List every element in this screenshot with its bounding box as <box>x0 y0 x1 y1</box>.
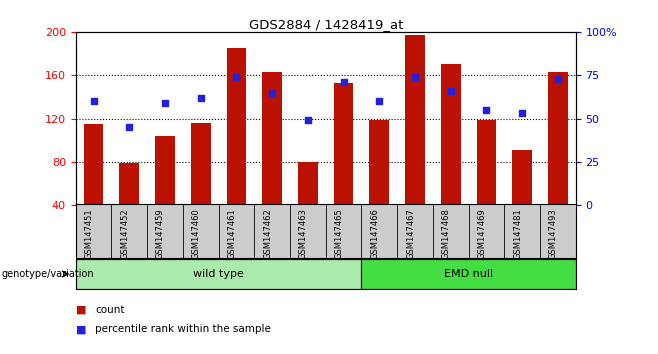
Text: percentile rank within the sample: percentile rank within the sample <box>95 324 271 334</box>
Bar <box>84 124 103 205</box>
Point <box>410 74 420 80</box>
Bar <box>476 120 496 205</box>
Text: EMD null: EMD null <box>444 269 493 279</box>
Text: GSM147451: GSM147451 <box>84 208 93 258</box>
Bar <box>513 150 532 205</box>
Bar <box>548 72 568 205</box>
Bar <box>298 162 318 205</box>
Point <box>481 107 492 113</box>
Text: GSM147466: GSM147466 <box>370 208 379 259</box>
Bar <box>441 64 461 205</box>
Text: GSM147469: GSM147469 <box>478 208 486 259</box>
Point <box>374 98 384 104</box>
Text: GSM147460: GSM147460 <box>191 208 201 259</box>
Point <box>303 118 313 123</box>
Bar <box>155 136 175 205</box>
Point <box>160 100 170 106</box>
Bar <box>361 259 576 289</box>
Title: GDS2884 / 1428419_at: GDS2884 / 1428419_at <box>249 18 403 31</box>
Text: genotype/variation: genotype/variation <box>1 269 94 279</box>
Point <box>231 74 241 80</box>
Text: ■: ■ <box>76 324 89 334</box>
Point <box>267 90 278 95</box>
Text: GSM147452: GSM147452 <box>120 208 129 258</box>
Point <box>517 110 528 116</box>
Bar <box>370 120 389 205</box>
Point <box>124 124 134 130</box>
Point <box>195 95 206 101</box>
Text: count: count <box>95 305 125 315</box>
Bar <box>76 259 361 289</box>
Bar <box>405 35 425 205</box>
Text: GSM147463: GSM147463 <box>299 208 308 259</box>
Point <box>338 79 349 85</box>
Text: ■: ■ <box>76 305 89 315</box>
Bar <box>226 48 246 205</box>
Text: GSM147462: GSM147462 <box>263 208 272 259</box>
Text: GSM147493: GSM147493 <box>549 208 558 259</box>
Text: GSM147465: GSM147465 <box>334 208 343 259</box>
Bar <box>120 163 139 205</box>
Point <box>553 76 563 81</box>
Bar <box>334 83 353 205</box>
Bar <box>263 72 282 205</box>
Point <box>88 98 99 104</box>
Text: GSM147459: GSM147459 <box>156 208 165 258</box>
Text: GSM147461: GSM147461 <box>228 208 236 259</box>
Text: GSM147481: GSM147481 <box>513 208 522 259</box>
Point <box>445 88 456 94</box>
Text: wild type: wild type <box>193 269 244 279</box>
Text: GSM147467: GSM147467 <box>406 208 415 259</box>
Bar <box>191 123 211 205</box>
Text: GSM147468: GSM147468 <box>442 208 451 259</box>
